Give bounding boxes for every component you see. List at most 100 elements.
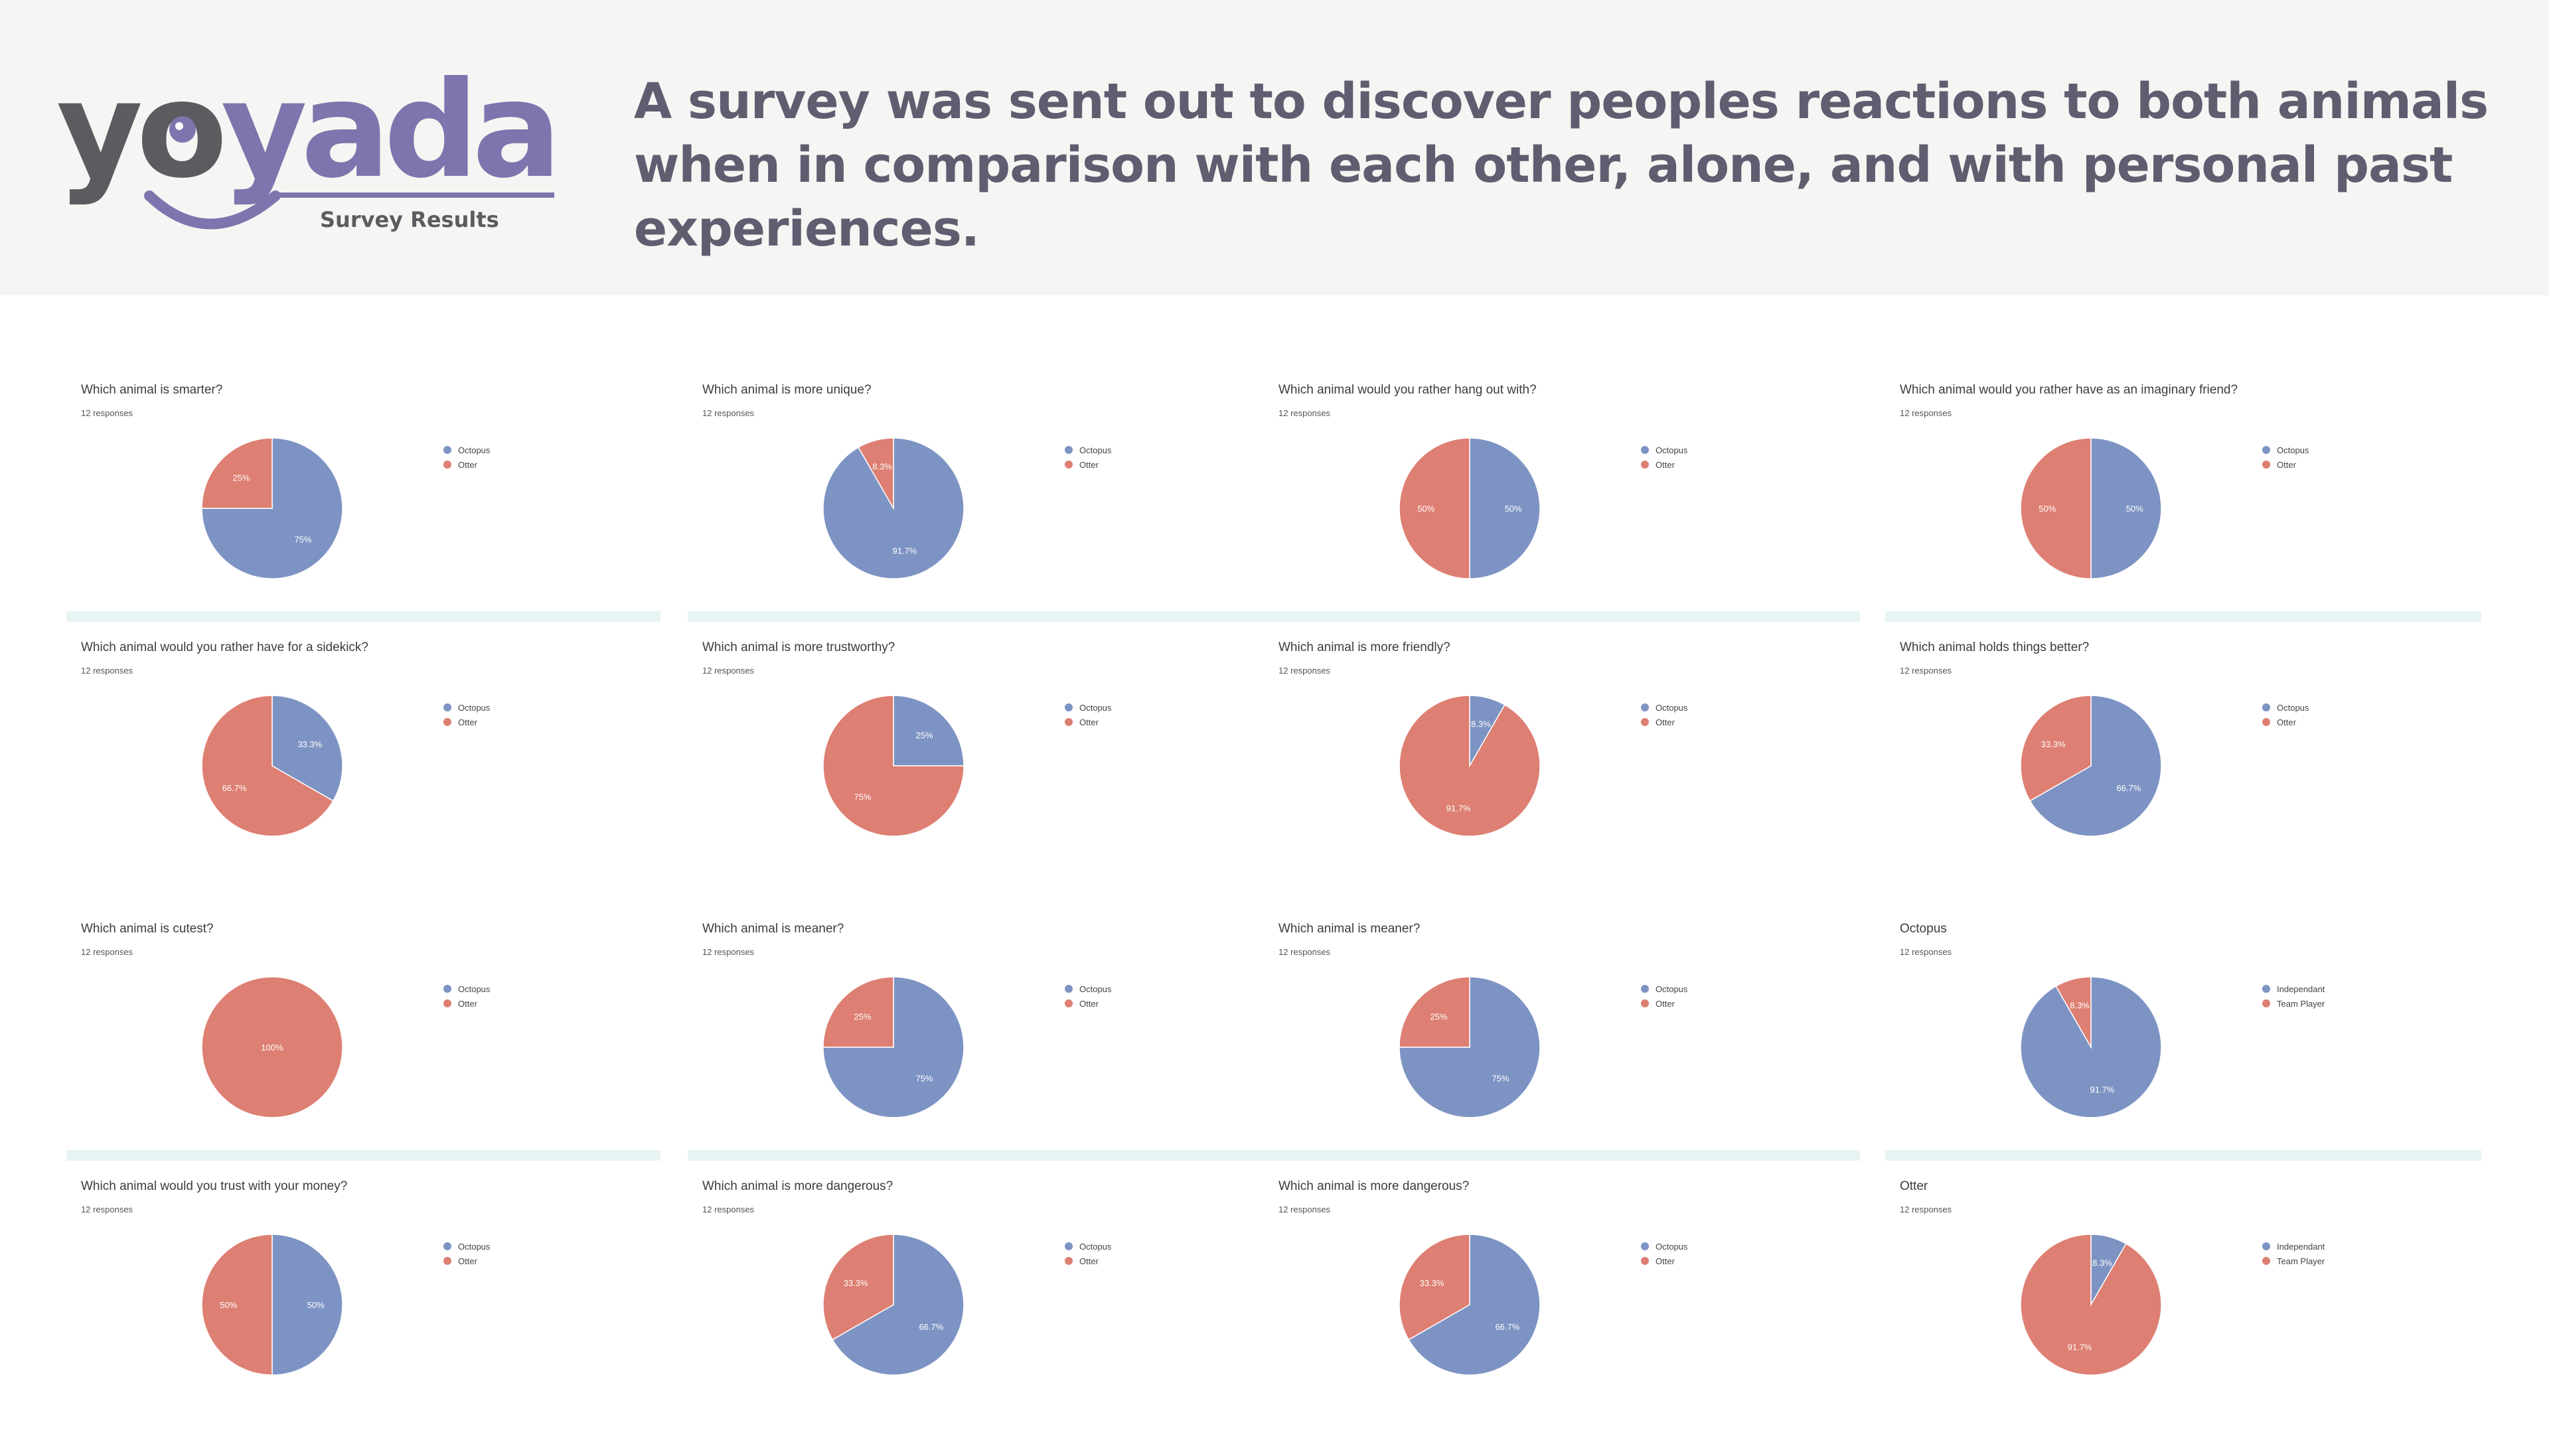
chart-legend: Independant Team Player bbox=[2262, 982, 2325, 1011]
response-count: 12 responses bbox=[1900, 1204, 1952, 1214]
legend-item: Octopus bbox=[1065, 700, 1111, 715]
legend-label: Octopus bbox=[458, 1241, 491, 1252]
legend-item: Octopus bbox=[443, 443, 490, 457]
legend-swatch-icon bbox=[443, 446, 451, 454]
legend-swatch-icon bbox=[443, 999, 451, 1007]
legend-item: Team Player bbox=[2262, 1254, 2325, 1268]
row-divider bbox=[66, 1150, 660, 1161]
pie-slice-otter bbox=[822, 1234, 894, 1341]
pie-chart-card: Which animal would you trust with your m… bbox=[66, 1179, 660, 1431]
logo-yada: yada bbox=[221, 53, 555, 208]
pie-chart-card: Which animal is more dangerous? 12 respon… bbox=[1264, 1179, 1860, 1431]
data-label: 91.7% bbox=[1446, 803, 1471, 813]
pie-chart-card: Which animal is meaner? 12 responses 75% 25… bbox=[688, 922, 1269, 1174]
legend-label: Otter bbox=[2277, 717, 2296, 727]
legend-item: Octopus bbox=[1065, 982, 1111, 996]
response-count: 12 responses bbox=[702, 1204, 755, 1214]
data-label: 25% bbox=[1430, 1012, 1448, 1022]
row-divider bbox=[1885, 1150, 2481, 1161]
legend-swatch-icon bbox=[1065, 999, 1073, 1007]
pie-slice-otter bbox=[1399, 437, 1470, 579]
logo-yo: yo bbox=[56, 53, 222, 208]
data-label: 8.3% bbox=[1471, 719, 1491, 729]
response-count: 12 responses bbox=[81, 408, 133, 418]
legend-label: Octopus bbox=[458, 702, 491, 713]
legend-swatch-icon bbox=[1641, 999, 1649, 1007]
pie-slice-octopus bbox=[271, 1234, 343, 1376]
data-label: 33.3% bbox=[297, 739, 322, 749]
data-label: 25% bbox=[854, 1012, 872, 1022]
pie-slice-octopus bbox=[1399, 976, 1541, 1118]
pie-slice-otter bbox=[1399, 695, 1541, 837]
chart-title: Which animal would you rather have for a… bbox=[81, 640, 368, 654]
yoyada-logo: yoyada Survey Results bbox=[56, 53, 562, 232]
pie-chart-card: Which animal would you rather have as an… bbox=[1885, 383, 2481, 635]
legend-label: Otter bbox=[458, 998, 477, 1009]
chart-legend: Octopus Otter bbox=[443, 1239, 490, 1268]
legend-item: Octopus bbox=[1641, 982, 1687, 996]
legend-label: Independant bbox=[2277, 983, 2325, 994]
response-count: 12 responses bbox=[702, 408, 755, 418]
pie-chart-card: Which animal is more friendly? 12 respons… bbox=[1264, 640, 1860, 893]
logo-eye-icon bbox=[169, 116, 196, 143]
pie-chart-card: Otter 12 responses 8.3% 91.7% Independant Tea… bbox=[1885, 1179, 2481, 1431]
legend-label: Octopus bbox=[458, 445, 491, 455]
pie-slice-otter bbox=[1399, 976, 1470, 1048]
row-divider bbox=[1264, 611, 1860, 622]
legend-item: Otter bbox=[443, 715, 490, 729]
legend-label: Octopus bbox=[458, 983, 491, 994]
legend-swatch-icon bbox=[2262, 985, 2270, 993]
chart-grid: Which animal is smarter? 12 responses 75% 2… bbox=[0, 295, 2549, 1456]
legend-label: Octopus bbox=[1079, 983, 1112, 994]
response-count: 12 responses bbox=[1900, 666, 1952, 676]
pie-chart-card: Which animal is more trustworthy? 12 resp… bbox=[688, 640, 1269, 893]
response-count: 12 responses bbox=[81, 666, 133, 676]
legend-item: Independant bbox=[2262, 1239, 2325, 1254]
pie-slice-otter bbox=[201, 437, 273, 509]
legend-swatch-icon bbox=[1641, 1242, 1649, 1250]
legend-item: Octopus bbox=[443, 700, 490, 715]
legend-item: Octopus bbox=[2262, 443, 2309, 457]
legend-swatch-icon bbox=[443, 461, 451, 469]
legend-swatch-icon bbox=[443, 1257, 451, 1265]
pie-chart: 8.3% 91.7% bbox=[2020, 1234, 2162, 1376]
data-label: 33.3% bbox=[1420, 1278, 1444, 1288]
data-label: 50% bbox=[2039, 504, 2056, 514]
pie-slice-otter bbox=[201, 976, 343, 1118]
pie-slice-octopus bbox=[1469, 437, 1541, 579]
chart-legend: Octopus Otter bbox=[1641, 982, 1687, 1011]
data-label: 91.7% bbox=[2090, 1084, 2115, 1094]
legend-label: Otter bbox=[1079, 717, 1099, 727]
chart-legend: Octopus Otter bbox=[1641, 443, 1687, 472]
data-label: 66.7% bbox=[2116, 783, 2141, 793]
legend-swatch-icon bbox=[443, 718, 451, 726]
legend-label: Octopus bbox=[1656, 1241, 1688, 1252]
data-label: 66.7% bbox=[919, 1322, 943, 1332]
pie-slice-otter bbox=[2020, 695, 2092, 802]
logo-eye-highlight bbox=[175, 122, 183, 130]
data-label: 66.7% bbox=[1495, 1322, 1519, 1332]
legend-item: Team Player bbox=[2262, 996, 2325, 1011]
legend-swatch-icon bbox=[1065, 1257, 1073, 1265]
response-count: 12 responses bbox=[702, 666, 755, 676]
data-label: 50% bbox=[1417, 504, 1434, 514]
chart-title: Which animal is meaner? bbox=[1278, 922, 1421, 936]
logo-underline bbox=[275, 192, 554, 198]
pie-chart-card: Which animal is more unique? 12 responses… bbox=[688, 383, 1269, 635]
response-count: 12 responses bbox=[1278, 666, 1331, 676]
legend-swatch-icon bbox=[443, 985, 451, 993]
data-label: 8.3% bbox=[872, 462, 892, 472]
chart-legend: Octopus Otter bbox=[443, 982, 490, 1011]
chart-title: Which animal would you rather hang out w… bbox=[1278, 383, 1537, 397]
chart-legend: Octopus Otter bbox=[2262, 443, 2309, 472]
legend-item: Otter bbox=[1641, 1254, 1687, 1268]
legend-swatch-icon bbox=[2262, 999, 2270, 1007]
data-label: 100% bbox=[261, 1043, 283, 1053]
chart-title: Which animal is cutest? bbox=[81, 922, 214, 936]
data-label: 66.7% bbox=[222, 783, 247, 793]
legend-label: Octopus bbox=[1079, 445, 1112, 455]
legend-label: Team Player bbox=[2277, 998, 2325, 1009]
legend-swatch-icon bbox=[2262, 703, 2270, 711]
legend-label: Octopus bbox=[1079, 1241, 1112, 1252]
response-count: 12 responses bbox=[81, 947, 133, 957]
